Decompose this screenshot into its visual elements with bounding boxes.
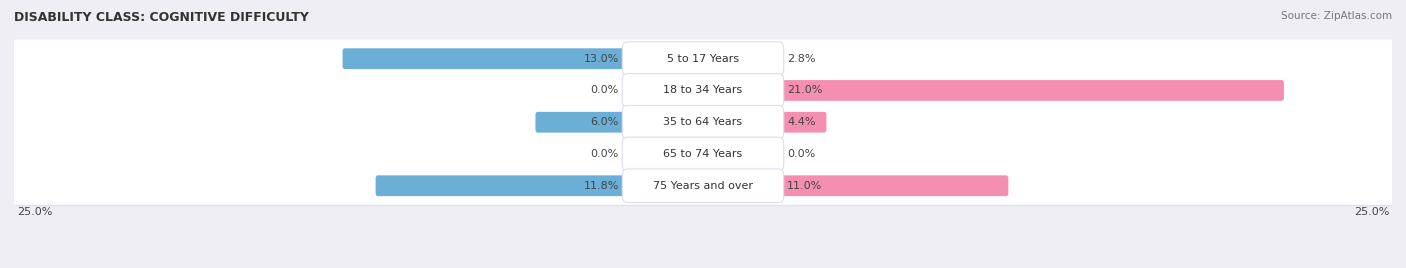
FancyBboxPatch shape bbox=[623, 137, 783, 171]
FancyBboxPatch shape bbox=[14, 168, 1396, 206]
Text: 25.0%: 25.0% bbox=[1354, 207, 1389, 217]
Text: 11.8%: 11.8% bbox=[583, 181, 619, 191]
FancyBboxPatch shape bbox=[10, 40, 1396, 78]
Text: 0.0%: 0.0% bbox=[591, 85, 619, 95]
FancyBboxPatch shape bbox=[700, 48, 782, 69]
Text: 2.8%: 2.8% bbox=[787, 54, 815, 64]
FancyBboxPatch shape bbox=[700, 175, 1008, 196]
FancyBboxPatch shape bbox=[623, 105, 783, 139]
FancyBboxPatch shape bbox=[10, 103, 1396, 141]
Text: 75 Years and over: 75 Years and over bbox=[652, 181, 754, 191]
FancyBboxPatch shape bbox=[536, 112, 706, 133]
Text: DISABILITY CLASS: COGNITIVE DIFFICULTY: DISABILITY CLASS: COGNITIVE DIFFICULTY bbox=[14, 11, 309, 24]
Text: 13.0%: 13.0% bbox=[583, 54, 619, 64]
Text: Source: ZipAtlas.com: Source: ZipAtlas.com bbox=[1281, 11, 1392, 21]
Text: 4.4%: 4.4% bbox=[787, 117, 815, 127]
FancyBboxPatch shape bbox=[14, 136, 1396, 174]
FancyBboxPatch shape bbox=[14, 73, 1396, 111]
Text: 18 to 34 Years: 18 to 34 Years bbox=[664, 85, 742, 95]
FancyBboxPatch shape bbox=[700, 80, 1284, 101]
FancyBboxPatch shape bbox=[343, 48, 706, 69]
Text: 25.0%: 25.0% bbox=[17, 207, 52, 217]
Text: 65 to 74 Years: 65 to 74 Years bbox=[664, 149, 742, 159]
Text: 0.0%: 0.0% bbox=[591, 149, 619, 159]
Text: 0.0%: 0.0% bbox=[787, 149, 815, 159]
FancyBboxPatch shape bbox=[623, 169, 783, 203]
FancyBboxPatch shape bbox=[10, 71, 1396, 110]
FancyBboxPatch shape bbox=[700, 112, 827, 133]
Text: 21.0%: 21.0% bbox=[787, 85, 823, 95]
FancyBboxPatch shape bbox=[10, 135, 1396, 173]
FancyBboxPatch shape bbox=[14, 105, 1396, 143]
Text: 5 to 17 Years: 5 to 17 Years bbox=[666, 54, 740, 64]
Text: 6.0%: 6.0% bbox=[591, 117, 619, 127]
Text: 35 to 64 Years: 35 to 64 Years bbox=[664, 117, 742, 127]
FancyBboxPatch shape bbox=[375, 175, 706, 196]
FancyBboxPatch shape bbox=[623, 74, 783, 107]
FancyBboxPatch shape bbox=[10, 167, 1396, 205]
Text: 11.0%: 11.0% bbox=[787, 181, 823, 191]
FancyBboxPatch shape bbox=[14, 41, 1396, 79]
FancyBboxPatch shape bbox=[623, 42, 783, 76]
